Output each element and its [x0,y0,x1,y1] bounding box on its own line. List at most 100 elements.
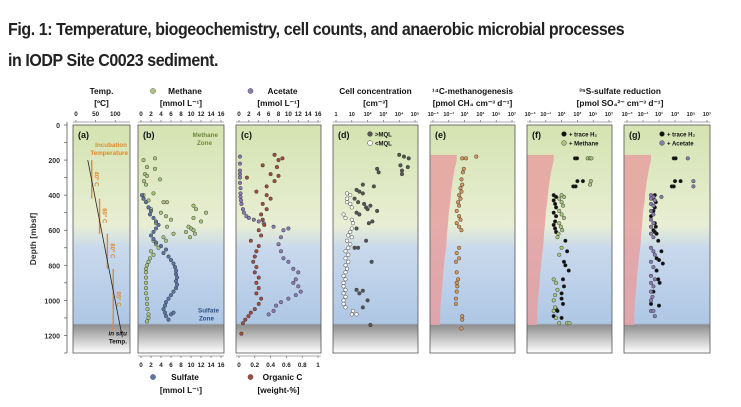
data-point [551,298,556,303]
data-point [406,156,411,161]
data-point [341,273,346,278]
in-situ-temperature-line [87,160,123,338]
data-point [172,265,178,270]
data-point [144,173,150,178]
data-point [656,238,661,243]
data-point [659,249,664,254]
data-point [343,270,348,275]
data-point [256,243,261,249]
in-situ-label: Temp. [109,338,127,345]
panel-label: (g) [629,130,641,140]
depth-axis-label: Depth [mbsf] [28,213,38,266]
data-point [346,233,351,238]
panel-background [332,124,419,354]
data-point [146,312,151,317]
data-point [241,210,246,215]
data-point [147,256,153,261]
top-tick-label: 10¹ [558,111,566,118]
data-point [262,222,267,227]
data-point [278,249,283,254]
data-point [240,207,245,212]
data-point [553,219,558,224]
data-point [459,177,464,182]
data-point [252,270,257,275]
bottom-tick-label: 16 [217,362,225,369]
in-situ-label: in situ [108,330,127,337]
data-point [457,245,462,250]
data-point [349,312,354,317]
data-point [143,270,149,275]
data-point [551,308,556,313]
depth-tick-label: 1000 [44,298,60,305]
data-point [651,221,656,226]
data-point [573,184,578,189]
legend-marker [367,140,373,146]
top-tick-label: 16 [217,111,225,118]
data-point [151,215,156,220]
data-point [198,219,204,224]
incubation-label: Temperature [90,150,128,157]
panel-e: 10⁻³ 10⁻¹ 10¹ 10³ 10⁵ 10⁷ ¹⁴C-methanogenesis [p… [428,86,517,354]
data-point [691,179,696,184]
top-tick-label: 8 [277,111,281,118]
data-point [166,317,171,322]
data-point [171,289,176,294]
data-point [341,301,346,306]
data-point [685,156,690,161]
data-point [143,275,149,280]
data-point [648,217,654,222]
bottom-tick-label: 10 [187,362,195,369]
data-point [678,179,683,184]
data-point [672,179,678,184]
depth-tick-label: 400 [48,193,60,200]
data-point [654,268,659,273]
data-point [399,172,405,177]
data-point [153,219,159,224]
data-point [349,235,354,240]
data-point [349,226,354,231]
data-point [343,287,348,292]
data-point [371,184,376,189]
data-point [458,186,463,191]
panel-bottom-title: Sulfate [171,372,199,382]
data-point [554,315,559,320]
sulfate-zone-label: Sulfate [198,308,219,315]
data-point [254,249,259,254]
data-point [648,273,654,278]
legend-marker [659,140,665,146]
panel-label: (c) [241,130,252,140]
data-point [554,194,559,199]
data-point [163,300,169,305]
data-point [268,196,273,201]
data-point [173,286,179,291]
data-point [352,245,357,250]
top-tick-label: 10³ [671,111,679,118]
bottom-tick-label: 1 [316,362,320,369]
top-tick-label: 10³ [573,111,581,118]
data-point [648,245,654,250]
data-point [557,252,562,257]
data-point [651,212,656,217]
panel-label: (f) [532,130,541,140]
top-tick-label: 14 [305,111,313,118]
data-point [239,331,244,336]
data-point [368,203,373,208]
data-point [343,256,348,261]
data-point [556,231,561,236]
legend-label: + Acetate [667,141,694,147]
data-point [362,201,367,206]
data-point [348,242,353,247]
top-tick-label: 0 [74,111,78,118]
bottom-tick-label: 12 [197,362,205,369]
data-point [345,238,350,243]
bottom-tick-label: 0 [139,362,143,369]
data-point [161,235,166,240]
data-point [691,184,696,189]
data-point [360,182,365,187]
data-point [454,280,459,285]
data-point [561,194,567,199]
top-tick-label: 10² [364,111,372,118]
data-point [457,224,462,229]
data-point [351,308,356,313]
